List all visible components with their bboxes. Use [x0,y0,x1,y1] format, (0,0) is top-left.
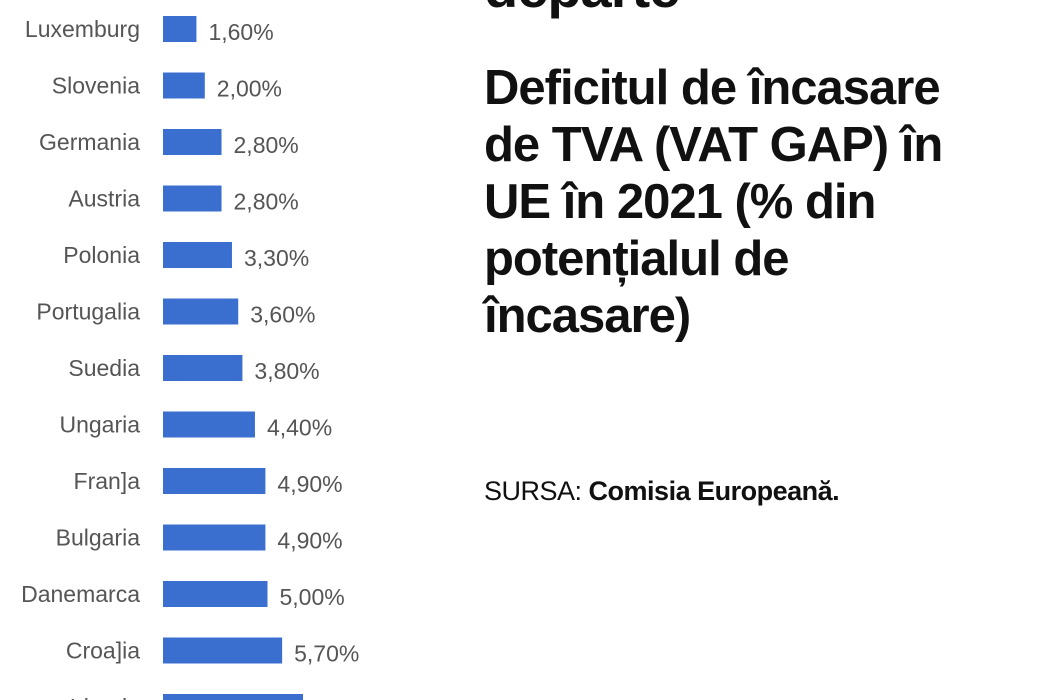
source-label: SURSA: [484,476,582,506]
category-label: Bulgaria [56,525,141,551]
category-label: Fran]a [74,468,141,494]
bar [163,411,255,438]
category-label: Luxemburg [25,16,140,42]
category-label: Slovenia [52,73,140,99]
bar [163,581,268,607]
category-label: Irlanda [70,694,141,700]
chart-title: Deficitul de încasare de TVA (VAT GAP) î… [484,61,943,343]
bar [163,524,266,551]
category-label: Ungaria [59,412,140,438]
value-label: 4,90% [277,528,342,554]
value-label: 3,80% [254,358,319,384]
value-label: 4,40% [267,415,332,441]
value-label: 3,30% [244,245,309,271]
source-line: SURSA: Comisia Europeană. [484,474,840,508]
bar [163,72,205,99]
value-label: 3,60% [250,302,315,328]
category-label: Portugalia [36,299,140,325]
bar [163,355,243,381]
source-name: Comisia Europeană. [588,476,840,506]
bar [163,637,283,664]
bar [163,298,239,325]
category-label: Germania [39,129,140,155]
value-label: 4,90% [277,471,342,497]
value-label: 2,80% [234,132,299,158]
bar [163,242,232,268]
value-label: 2,00% [217,76,282,102]
value-label: 5,00% [280,584,345,610]
value-label: 6,70% [315,697,380,700]
value-label: 5,70% [294,641,359,667]
value-label: 2,80% [234,189,299,215]
bar [163,694,304,700]
value-label: 1,60% [208,19,273,45]
category-label: Danemarca [21,581,140,607]
bar [163,129,222,155]
category-label: Suedia [68,355,140,381]
bar [163,468,266,494]
category-label: Austria [68,186,140,212]
bar [163,185,222,212]
category-label: Polonia [63,242,140,268]
bar [163,16,197,42]
heading-fragment: departe [484,0,680,18]
category-label: Croa]ia [66,638,140,664]
